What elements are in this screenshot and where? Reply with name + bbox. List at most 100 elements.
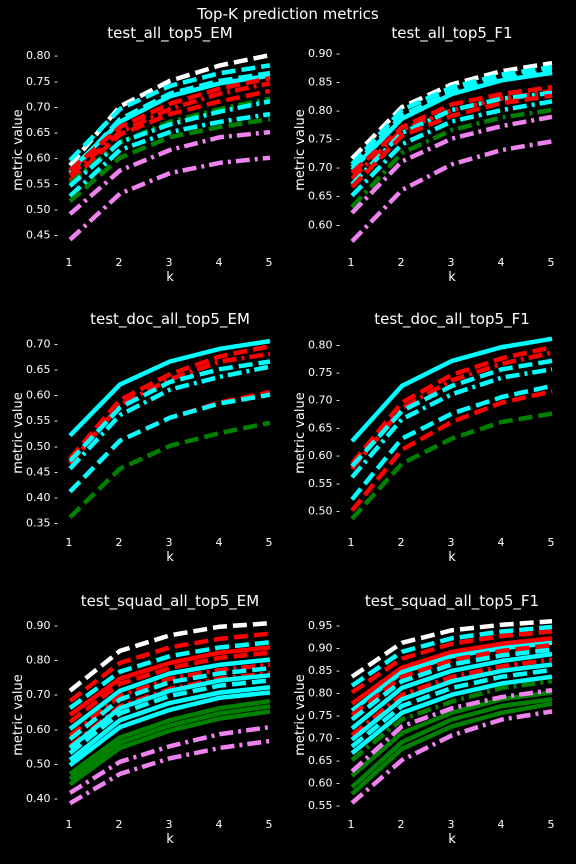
series-line-cyan [350,647,553,722]
y-tick-label: 0.55 - [308,477,340,490]
panel-4: test_doc_all_top5_F1 0.50 - 0.55 - 0.60 - 0.… [293,310,555,565]
x-axis-label: k [166,270,174,285]
y-tick-label: 0.90 - [308,47,340,60]
y-tick-label: 0.50 - [26,203,58,216]
y-axis-label: metric value [11,392,26,474]
series-line-green [68,698,271,776]
series-line-cyan [68,111,271,198]
x-tick-label: 1 [348,536,355,549]
series-line-cyan [350,674,553,756]
y-tick-label: 0.50 - [308,505,340,518]
series-line-cyan [350,358,553,468]
x-tick-label: 4 [216,256,223,269]
y-tick-label: 0.60 - [26,152,58,165]
y-tick-label: 0.85 - [308,664,340,677]
series-line-cyan [68,640,271,710]
y-tick-label: 0.55 - [26,414,58,427]
x-tick-label: 1 [348,818,355,831]
series-line-violet [68,129,271,216]
x-tick-label: 4 [216,536,223,549]
y-axis-label: metric value [293,392,308,474]
y-tick-label: 0.40 - [26,792,58,805]
series-line-red [350,389,553,513]
x-tick-label: 5 [266,256,273,269]
series-line-green [68,709,271,787]
series-line-red [68,650,271,724]
panel-6: test_squad_all_top5_F1 0.55 - 0.60 - 0.65 -… [293,592,555,847]
x-tick-label: 5 [548,536,555,549]
y-tick-label: 0.70 - [308,732,340,745]
y-tick-label: 0.50 - [26,758,58,771]
series-line-cyan [350,651,553,731]
x-tick-label: 5 [548,818,555,831]
panel-3: test_doc_all_top5_EM 0.35 - 0.40 - 0.45 - 0.… [11,310,273,565]
series-line-red [350,93,553,189]
x-tick-label: 2 [398,256,405,269]
series-line-red [350,344,553,465]
series-line-violet [350,687,553,774]
series-line-green [350,411,553,521]
y-tick-label: 0.50 - [26,440,58,453]
series-line-red [350,629,553,695]
series-line-green [350,696,553,789]
y-tick-label: 0.95 - [308,619,340,632]
x-axis-label: k [448,270,456,285]
series-line-red [350,642,553,717]
x-tick-label: 4 [498,256,505,269]
series-line-cyan [350,624,553,688]
series-line-green [350,690,553,778]
series-line-cyan [350,662,553,742]
series-line-violet [350,139,553,243]
series-line-cyan [68,665,271,742]
y-tick-label: 0.90 - [26,619,58,632]
y-tick-label: 0.65 - [308,190,340,203]
y-tick-label: 0.35 - [26,516,58,529]
figure-title: Top-K prediction metrics [197,5,379,23]
series-line-violet [68,155,271,242]
y-tick-label: 0.70 - [308,394,340,407]
x-tick-label: 2 [398,818,405,831]
series-line-red [68,88,271,183]
x-tick-label: 2 [398,536,405,549]
series-line-red [350,636,553,706]
x-tick-label: 2 [116,818,123,831]
series-line-cyan [68,672,271,750]
y-tick-label: 0.55 - [308,799,340,812]
y-tick-label: 0.80 - [26,49,58,62]
series-line-white [350,618,553,679]
y-tick-label: 0.60 - [26,723,58,736]
series-line-violet [68,738,271,806]
x-tick-label: 3 [166,818,173,831]
y-tick-label: 0.90 - [308,641,340,654]
y-tick-label: 0.60 - [308,449,340,462]
x-axis-label: k [448,832,456,847]
series-line-cyan [68,392,271,494]
panel-title: test_doc_all_top5_F1 [374,310,530,329]
x-tick-label: 3 [166,536,173,549]
series-line-cyan [68,657,271,731]
y-tick-label: 0.45 - [26,229,58,242]
series-line-cyan [68,359,271,463]
y-tick-label: 0.70 - [26,100,58,113]
series-line-cyan [68,63,271,162]
series-line-cyan [350,640,553,713]
series-line-cyan [68,678,271,755]
x-tick-label: 3 [166,256,173,269]
y-tick-label: 0.55 - [26,177,58,190]
y-tick-label: 0.60 - [308,777,340,790]
y-axis-label: metric value [11,109,26,191]
x-tick-label: 1 [348,256,355,269]
y-tick-label: 0.75 - [26,75,58,88]
series-line-cyan [350,68,553,169]
series-line-red [350,350,553,471]
y-tick-label: 0.75 - [308,133,340,146]
x-tick-label: 4 [498,536,505,549]
x-tick-label: 5 [266,818,273,831]
x-tick-label: 1 [66,818,73,831]
series-line-cyan [350,336,553,443]
series-line-cyan [68,70,271,175]
panel-title: test_all_top5_F1 [391,24,512,43]
y-tick-label: 0.80 - [308,338,340,351]
series-line-cyan [68,685,271,762]
